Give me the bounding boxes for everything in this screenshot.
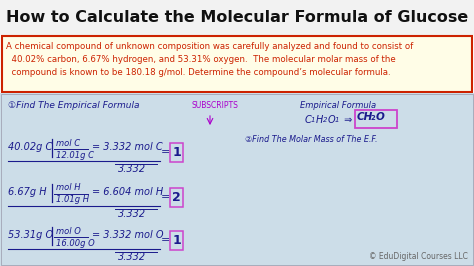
Text: = 6.604 mol H: = 6.604 mol H — [92, 187, 163, 197]
Bar — [0, 93, 474, 266]
Text: © EduDigital Courses LLC: © EduDigital Courses LLC — [369, 252, 468, 261]
Text: 2: 2 — [172, 191, 181, 204]
Text: 3.332: 3.332 — [118, 164, 146, 174]
Text: ⇒: ⇒ — [341, 115, 356, 125]
Text: 1: 1 — [335, 117, 339, 123]
Text: C: C — [305, 115, 312, 125]
Bar — [170, 188, 183, 207]
Text: ①Find The Empirical Formula: ①Find The Empirical Formula — [8, 101, 139, 110]
Text: H: H — [316, 115, 323, 125]
Bar — [2, 36, 472, 92]
Text: mol H: mol H — [56, 184, 81, 193]
Text: O: O — [328, 115, 336, 125]
Text: How to Calculate the Molecular Formula of Glucose: How to Calculate the Molecular Formula o… — [6, 10, 468, 25]
Bar — [170, 143, 183, 162]
Text: 3.332: 3.332 — [118, 209, 146, 219]
Text: 1: 1 — [172, 146, 181, 159]
Text: =: = — [161, 192, 170, 202]
Text: CH: CH — [357, 112, 373, 122]
Text: 16.00g O: 16.00g O — [56, 239, 95, 247]
Text: 1: 1 — [172, 234, 181, 247]
Text: =: = — [161, 235, 170, 245]
Bar — [1, 94, 473, 265]
Text: 1.01g H: 1.01g H — [56, 196, 89, 205]
Bar — [170, 231, 183, 250]
Text: mol C: mol C — [56, 139, 80, 148]
Text: SUBSCRIPTS: SUBSCRIPTS — [191, 101, 238, 110]
Text: 40.02g C: 40.02g C — [8, 142, 52, 152]
Text: 2: 2 — [371, 115, 376, 121]
Text: 3.332: 3.332 — [118, 252, 146, 262]
Text: ②Find The Molar Mass of The E.F.: ②Find The Molar Mass of The E.F. — [245, 135, 377, 144]
Bar — [355, 110, 397, 128]
Text: O: O — [376, 112, 385, 122]
Text: = 3.332 mol C: = 3.332 mol C — [92, 142, 163, 152]
Text: A chemical compound of unknown composition was carefully analyzed and found to c: A chemical compound of unknown compositi… — [6, 42, 413, 77]
Text: 12.01g C: 12.01g C — [56, 151, 94, 160]
Text: 6.67g H: 6.67g H — [8, 187, 46, 197]
Text: 1: 1 — [311, 117, 316, 123]
Text: =: = — [161, 147, 170, 157]
Text: = 3.332 mol O: = 3.332 mol O — [92, 230, 164, 240]
Text: 2: 2 — [323, 117, 328, 123]
Text: 53.31g O: 53.31g O — [8, 230, 53, 240]
Bar — [0, 0, 474, 35]
Text: mol O: mol O — [56, 227, 81, 235]
Text: Empirical Formula: Empirical Formula — [300, 101, 376, 110]
